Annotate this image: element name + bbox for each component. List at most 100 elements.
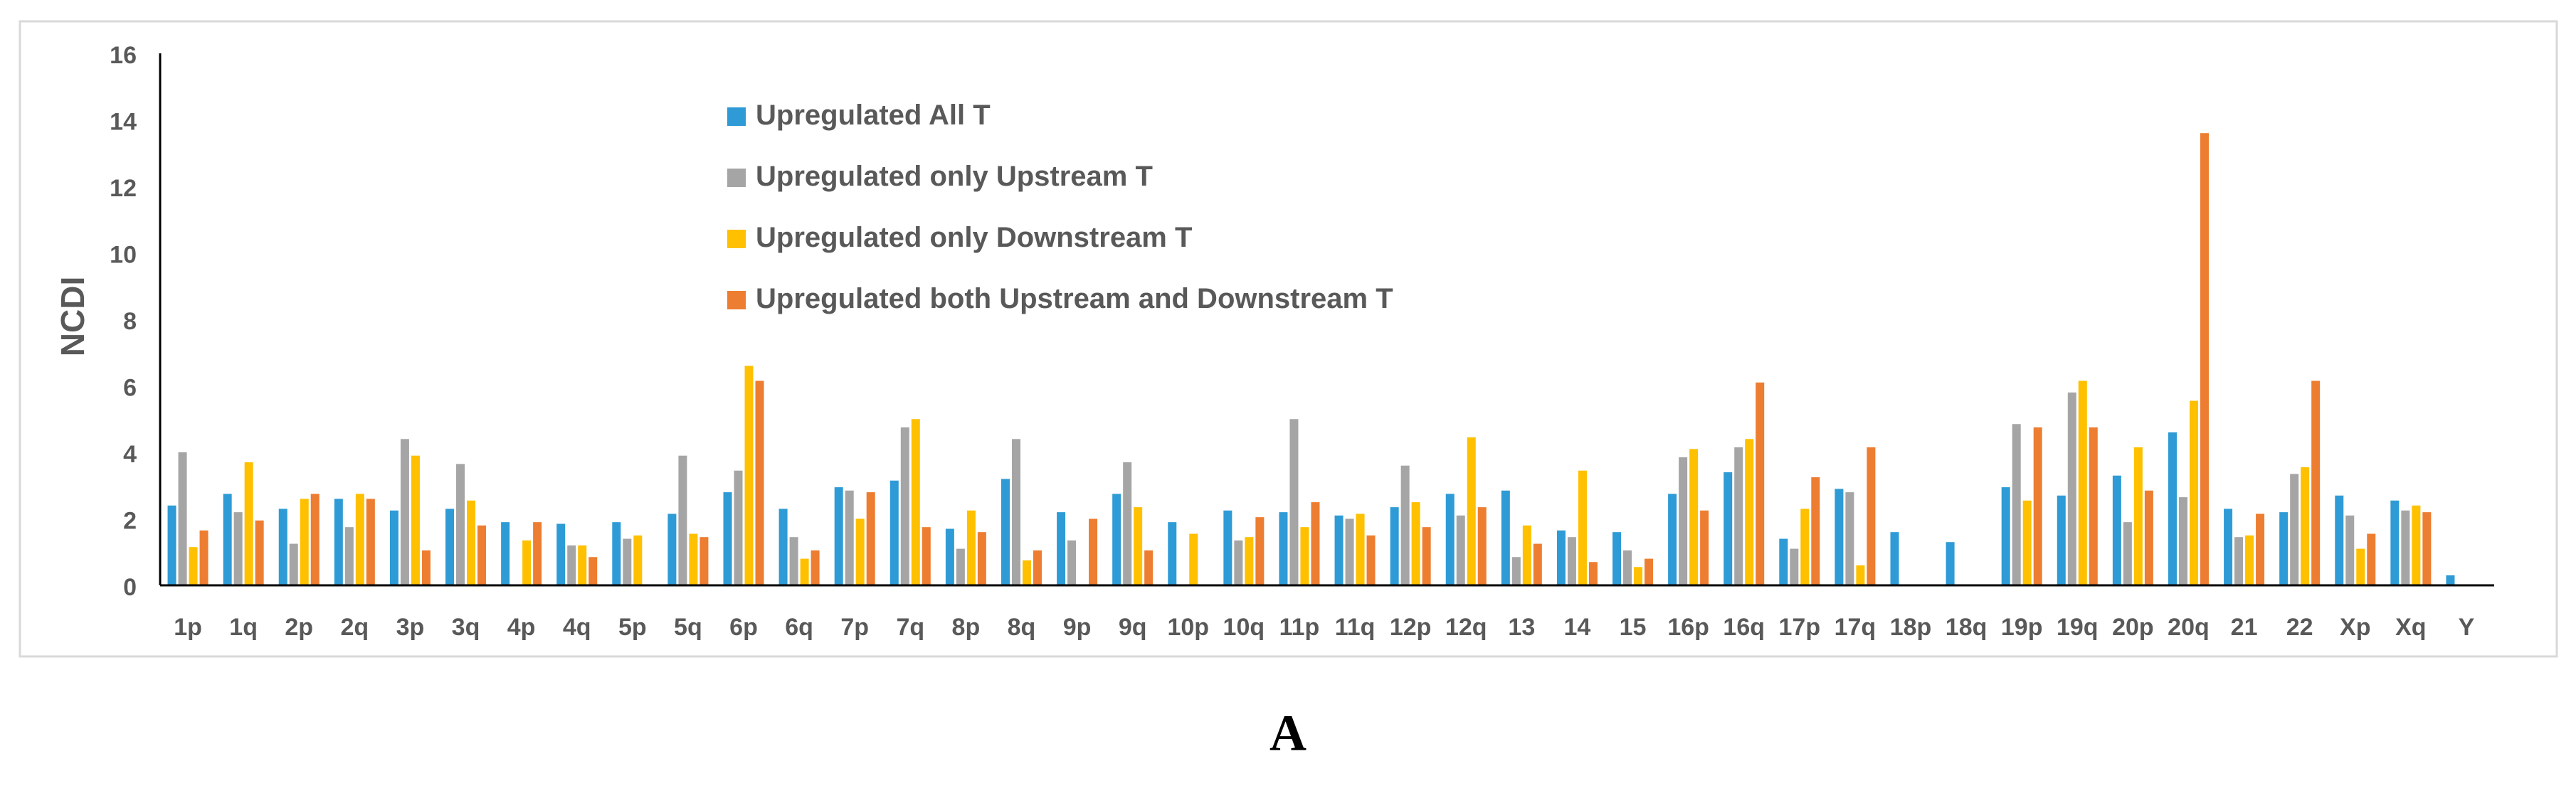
bar-5q-series-3 — [689, 533, 698, 585]
x-tick-label: 12p — [1390, 614, 1432, 641]
bar-17p-series-3 — [1800, 509, 1810, 585]
x-tick-label: 18p — [1890, 614, 1932, 641]
bar-Xp-series-3 — [2356, 548, 2365, 585]
bar-17q-series-3 — [1856, 565, 1865, 585]
bar-12p-series-2 — [1400, 465, 1410, 585]
bar-4q-series-4 — [588, 557, 598, 585]
bar-15-series-3 — [1634, 567, 1643, 585]
bar-5q-series-4 — [700, 537, 709, 585]
x-tick-label: 10p — [1167, 614, 1209, 641]
legend-label: Upregulated only Upstream T — [756, 161, 1153, 192]
bar-11p-series-3 — [1300, 527, 1309, 585]
bar-12q-series-3 — [1467, 437, 1476, 585]
bar-2q-series-1 — [334, 499, 343, 585]
bar-16q-series-2 — [1734, 447, 1743, 585]
x-tick-label: 8q — [1008, 614, 1036, 641]
x-tick-label: Xp — [2340, 614, 2370, 641]
bar-17p-series-2 — [1790, 548, 1799, 585]
x-tick-label: 10q — [1223, 614, 1265, 641]
bar-19q-series-1 — [2057, 495, 2066, 585]
bar-19q-series-4 — [2089, 427, 2098, 585]
bar-21-series-1 — [2224, 509, 2233, 585]
bar-8p-series-3 — [966, 510, 976, 585]
bar-19p-series-4 — [2033, 427, 2042, 585]
chart-legend: Upregulated All T Upregulated only Upstre… — [727, 100, 1393, 314]
bar-3p-series-2 — [400, 439, 409, 585]
x-tick-label: 17q — [1835, 614, 1876, 641]
bar-3p-series-1 — [389, 510, 398, 585]
bar-3q-series-4 — [477, 525, 487, 585]
x-tick-label: 4p — [507, 614, 536, 641]
bar-10q-series-1 — [1223, 510, 1232, 585]
bar-6q-series-1 — [778, 509, 788, 585]
x-tick-label: 5p — [618, 614, 647, 641]
bar-3p-series-4 — [421, 550, 431, 585]
x-tick-label: 6p — [729, 614, 758, 641]
bar-10q-series-2 — [1234, 540, 1243, 585]
x-tick-label: 17p — [1779, 614, 1821, 641]
bar-11q-series-3 — [1356, 513, 1365, 585]
bar-17p-series-1 — [1779, 538, 1788, 585]
bar-9p-series-4 — [1089, 518, 1098, 585]
bar-17q-series-4 — [1867, 447, 1876, 585]
x-tick-label: 9q — [1119, 614, 1147, 641]
x-tick-label: 19q — [2057, 614, 2099, 641]
bar-22-series-4 — [2311, 380, 2321, 585]
bar-7q-series-2 — [900, 427, 909, 585]
bar-20q-series-3 — [2189, 400, 2198, 585]
bar-6q-series-2 — [789, 537, 798, 585]
bar-11p-series-4 — [1311, 502, 1320, 585]
bar-5q-series-1 — [667, 513, 677, 585]
bar-22-series-1 — [2279, 512, 2289, 585]
bar-2q-series-4 — [366, 499, 375, 585]
x-tick-label: 2q — [340, 614, 369, 641]
bar-12p-series-3 — [1411, 502, 1420, 585]
x-tick-label: 21 — [2231, 614, 2258, 641]
bar-marks — [167, 133, 2455, 585]
bar-16q-series-3 — [1745, 439, 1754, 585]
bar-5q-series-2 — [678, 455, 687, 585]
x-tick-label: 2p — [285, 614, 313, 641]
legend-swatch — [727, 169, 746, 187]
bar-4p-series-3 — [522, 540, 532, 585]
bar-14-series-4 — [1588, 562, 1598, 585]
bar-13-series-4 — [1533, 543, 1542, 585]
bar-10q-series-4 — [1255, 517, 1265, 585]
bar-17q-series-1 — [1835, 489, 1844, 585]
bar-18p-series-1 — [1890, 532, 1899, 585]
bar-11p-series-1 — [1279, 512, 1288, 585]
bar-20q-series-1 — [2168, 432, 2177, 585]
x-tick-label: 7q — [896, 614, 924, 641]
x-tick-label: 19p — [2001, 614, 2043, 641]
bar-14-series-1 — [1556, 530, 1566, 585]
y-tick-label: 6 — [123, 375, 137, 402]
y-tick-label: 12 — [110, 175, 137, 202]
bar-20p-series-3 — [2133, 447, 2143, 585]
bar-1p-series-2 — [178, 452, 187, 585]
bar-10p-series-3 — [1189, 533, 1198, 585]
legend-swatch — [727, 230, 746, 248]
y-axis-label: NCDI — [54, 277, 91, 356]
bar-12p-series-1 — [1390, 507, 1399, 585]
bar-12q-series-4 — [1477, 507, 1487, 585]
bar-7q-series-4 — [922, 527, 931, 585]
x-tick-label: 8p — [952, 614, 981, 641]
bar-9q-series-4 — [1144, 550, 1154, 585]
bar-15-series-1 — [1612, 532, 1622, 585]
chart-frame — [19, 20, 2558, 658]
bar-4q-series-2 — [567, 545, 576, 585]
bar-16q-series-4 — [1756, 382, 1765, 585]
bar-2q-series-3 — [355, 494, 364, 585]
x-tick-label: 15 — [1620, 614, 1647, 641]
y-axis-ticks: 0 2 4 6 8 10 12 14 16 — [110, 42, 137, 601]
y-tick-label: 4 — [123, 441, 137, 468]
bar-11q-series-4 — [1366, 535, 1376, 585]
bar-Xq-series-3 — [2412, 505, 2421, 585]
bar-2p-series-3 — [300, 499, 309, 585]
bar-9p-series-2 — [1067, 540, 1077, 585]
bar-14-series-3 — [1578, 470, 1587, 585]
bar-7p-series-2 — [845, 490, 854, 585]
bar-4q-series-3 — [578, 545, 587, 585]
bar-11q-series-2 — [1345, 518, 1354, 585]
